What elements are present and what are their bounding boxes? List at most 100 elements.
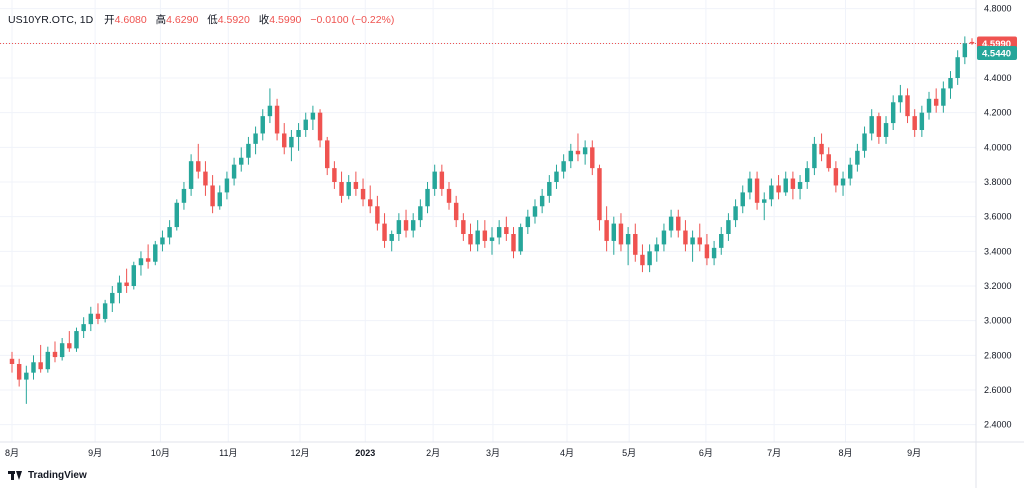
candle[interactable] <box>59 338 65 361</box>
candle[interactable] <box>303 112 308 137</box>
candle[interactable] <box>876 112 882 144</box>
candle[interactable] <box>95 303 101 325</box>
candle[interactable] <box>611 216 617 255</box>
candle[interactable] <box>797 175 803 200</box>
candle[interactable] <box>496 220 502 245</box>
candle[interactable] <box>239 147 244 172</box>
candle[interactable] <box>912 109 917 137</box>
candle[interactable] <box>683 220 688 252</box>
candle[interactable] <box>933 88 939 113</box>
candle[interactable] <box>153 240 158 266</box>
candle[interactable] <box>260 109 265 141</box>
candle[interactable] <box>511 227 516 259</box>
candle[interactable] <box>174 199 179 231</box>
candle[interactable] <box>382 213 387 248</box>
candle[interactable] <box>246 136 251 165</box>
candle[interactable] <box>74 327 79 352</box>
candle[interactable] <box>582 140 588 165</box>
candle[interactable] <box>704 234 710 266</box>
candle[interactable] <box>468 223 473 252</box>
candle[interactable] <box>676 209 681 238</box>
candle[interactable] <box>325 136 330 176</box>
candle[interactable] <box>962 36 968 65</box>
candle[interactable] <box>353 171 359 196</box>
candle[interactable] <box>840 171 846 196</box>
candle[interactable] <box>561 154 566 179</box>
candle[interactable] <box>783 171 788 196</box>
candle[interactable] <box>453 195 459 228</box>
candle[interactable] <box>489 227 495 255</box>
candle[interactable] <box>145 244 151 269</box>
candle[interactable] <box>317 109 323 148</box>
candle[interactable] <box>217 185 222 210</box>
candle[interactable] <box>9 351 15 373</box>
candle[interactable] <box>138 251 144 276</box>
candle[interactable] <box>633 223 638 262</box>
candle[interactable] <box>332 161 337 189</box>
candle[interactable] <box>296 123 301 151</box>
candle[interactable] <box>955 50 960 85</box>
candle[interactable] <box>618 213 624 252</box>
candle[interactable] <box>919 105 925 137</box>
candle[interactable] <box>855 143 860 172</box>
candle[interactable] <box>482 220 488 248</box>
candle[interactable] <box>210 175 215 214</box>
candle[interactable] <box>410 213 416 238</box>
candle[interactable] <box>754 171 760 210</box>
candle[interactable] <box>890 95 896 130</box>
candle[interactable] <box>654 237 659 262</box>
candle[interactable] <box>346 175 351 200</box>
candle[interactable] <box>518 223 523 255</box>
candle[interactable] <box>604 206 609 252</box>
candle[interactable] <box>883 116 889 144</box>
candle[interactable] <box>310 105 316 130</box>
candle[interactable] <box>67 331 72 352</box>
candle[interactable] <box>697 223 702 252</box>
candle[interactable] <box>504 216 509 241</box>
candle[interactable] <box>196 143 201 179</box>
candle[interactable] <box>711 240 717 266</box>
candle[interactable] <box>131 261 137 290</box>
candle[interactable] <box>425 182 430 214</box>
candle[interactable] <box>941 81 946 113</box>
candle[interactable] <box>81 317 86 338</box>
candle[interactable] <box>88 306 94 332</box>
candle[interactable] <box>461 213 466 241</box>
candle[interactable] <box>188 154 194 196</box>
candle[interactable] <box>568 143 574 169</box>
candle[interactable] <box>539 188 545 214</box>
candle[interactable] <box>733 199 738 228</box>
candle[interactable] <box>740 185 745 214</box>
candle[interactable] <box>690 230 695 262</box>
candle[interactable] <box>31 355 36 380</box>
candle[interactable] <box>640 244 645 273</box>
candle[interactable] <box>525 209 531 234</box>
candle[interactable] <box>432 164 437 196</box>
candle[interactable] <box>289 130 294 162</box>
candle[interactable] <box>826 147 831 172</box>
candle[interactable] <box>45 346 51 373</box>
candle[interactable] <box>590 140 595 176</box>
candle[interactable] <box>776 175 781 200</box>
candle[interactable] <box>869 109 874 141</box>
candle[interactable] <box>819 133 824 162</box>
candle[interactable] <box>547 175 552 203</box>
candle[interactable] <box>16 358 22 387</box>
candle[interactable] <box>52 341 58 363</box>
candle[interactable] <box>110 286 115 312</box>
candle[interactable] <box>160 230 165 252</box>
candle[interactable] <box>847 157 853 186</box>
candle[interactable] <box>375 195 380 231</box>
candle[interactable] <box>167 220 172 245</box>
candle[interactable] <box>282 123 287 155</box>
candle[interactable] <box>747 171 753 200</box>
candle[interactable] <box>575 133 581 162</box>
candle[interactable] <box>181 182 187 210</box>
candle[interactable] <box>898 84 903 113</box>
candle[interactable] <box>396 213 402 241</box>
candle[interactable] <box>862 126 867 158</box>
candle[interactable] <box>926 91 932 120</box>
candle[interactable] <box>403 209 409 238</box>
candle[interactable] <box>231 157 237 186</box>
candle[interactable] <box>267 88 273 124</box>
